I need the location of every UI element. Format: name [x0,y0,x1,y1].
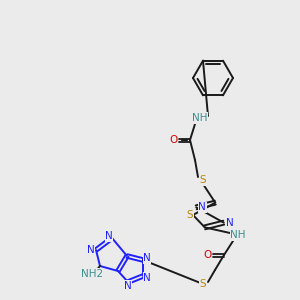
Text: N: N [198,202,206,212]
Text: S: S [200,279,206,289]
Text: NH: NH [192,113,208,123]
Text: O: O [203,250,211,260]
Text: N: N [143,253,151,263]
Text: O: O [169,135,177,145]
Text: NH: NH [230,230,246,240]
Text: N: N [226,218,234,228]
Text: N: N [124,281,132,291]
Text: N: N [105,231,113,241]
Text: N: N [143,273,151,283]
Text: NH2: NH2 [81,269,103,279]
Text: N: N [87,245,95,255]
Text: S: S [200,175,206,185]
Text: S: S [187,210,193,220]
